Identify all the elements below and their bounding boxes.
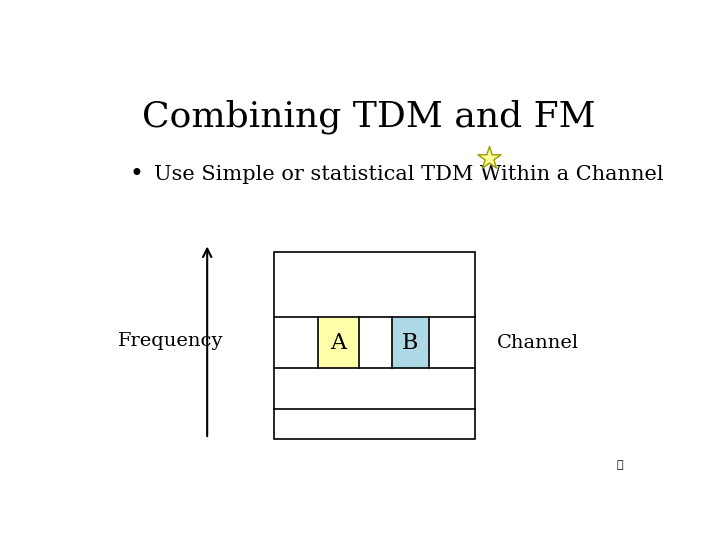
Text: 🔈: 🔈 [616,460,623,470]
Bar [318,318,359,368]
Text: A: A [330,332,346,354]
Point [483,154,495,163]
Text: Combining TDM and FM: Combining TDM and FM [142,99,596,134]
Text: Channel: Channel [498,334,580,352]
Text: Frequency: Frequency [118,332,224,350]
Bar [392,318,429,368]
Text: B: B [402,332,418,354]
Text: Use Simple or statistical TDM Within a Channel: Use Simple or statistical TDM Within a C… [154,165,664,185]
Text: •: • [129,164,143,186]
Bar [274,252,475,439]
